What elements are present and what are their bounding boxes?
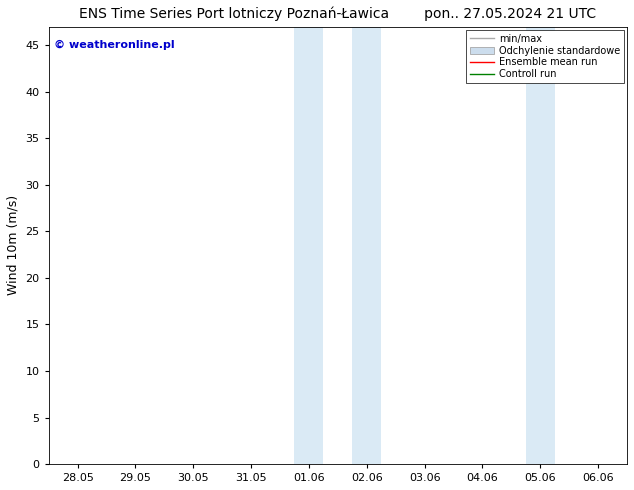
Bar — [353, 27, 381, 464]
Bar — [294, 27, 323, 464]
Text: © weatheronline.pl: © weatheronline.pl — [55, 40, 175, 50]
Y-axis label: Wind 10m (m/s): Wind 10m (m/s) — [7, 196, 20, 295]
Legend: min/max, Odchylenie standardowe, Ensemble mean run, Controll run: min/max, Odchylenie standardowe, Ensembl… — [466, 30, 624, 83]
Bar — [526, 27, 555, 464]
Title: ENS Time Series Port lotniczy Poznań-Ławica        pon.. 27.05.2024 21 UTC: ENS Time Series Port lotniczy Poznań-Ław… — [79, 7, 597, 22]
